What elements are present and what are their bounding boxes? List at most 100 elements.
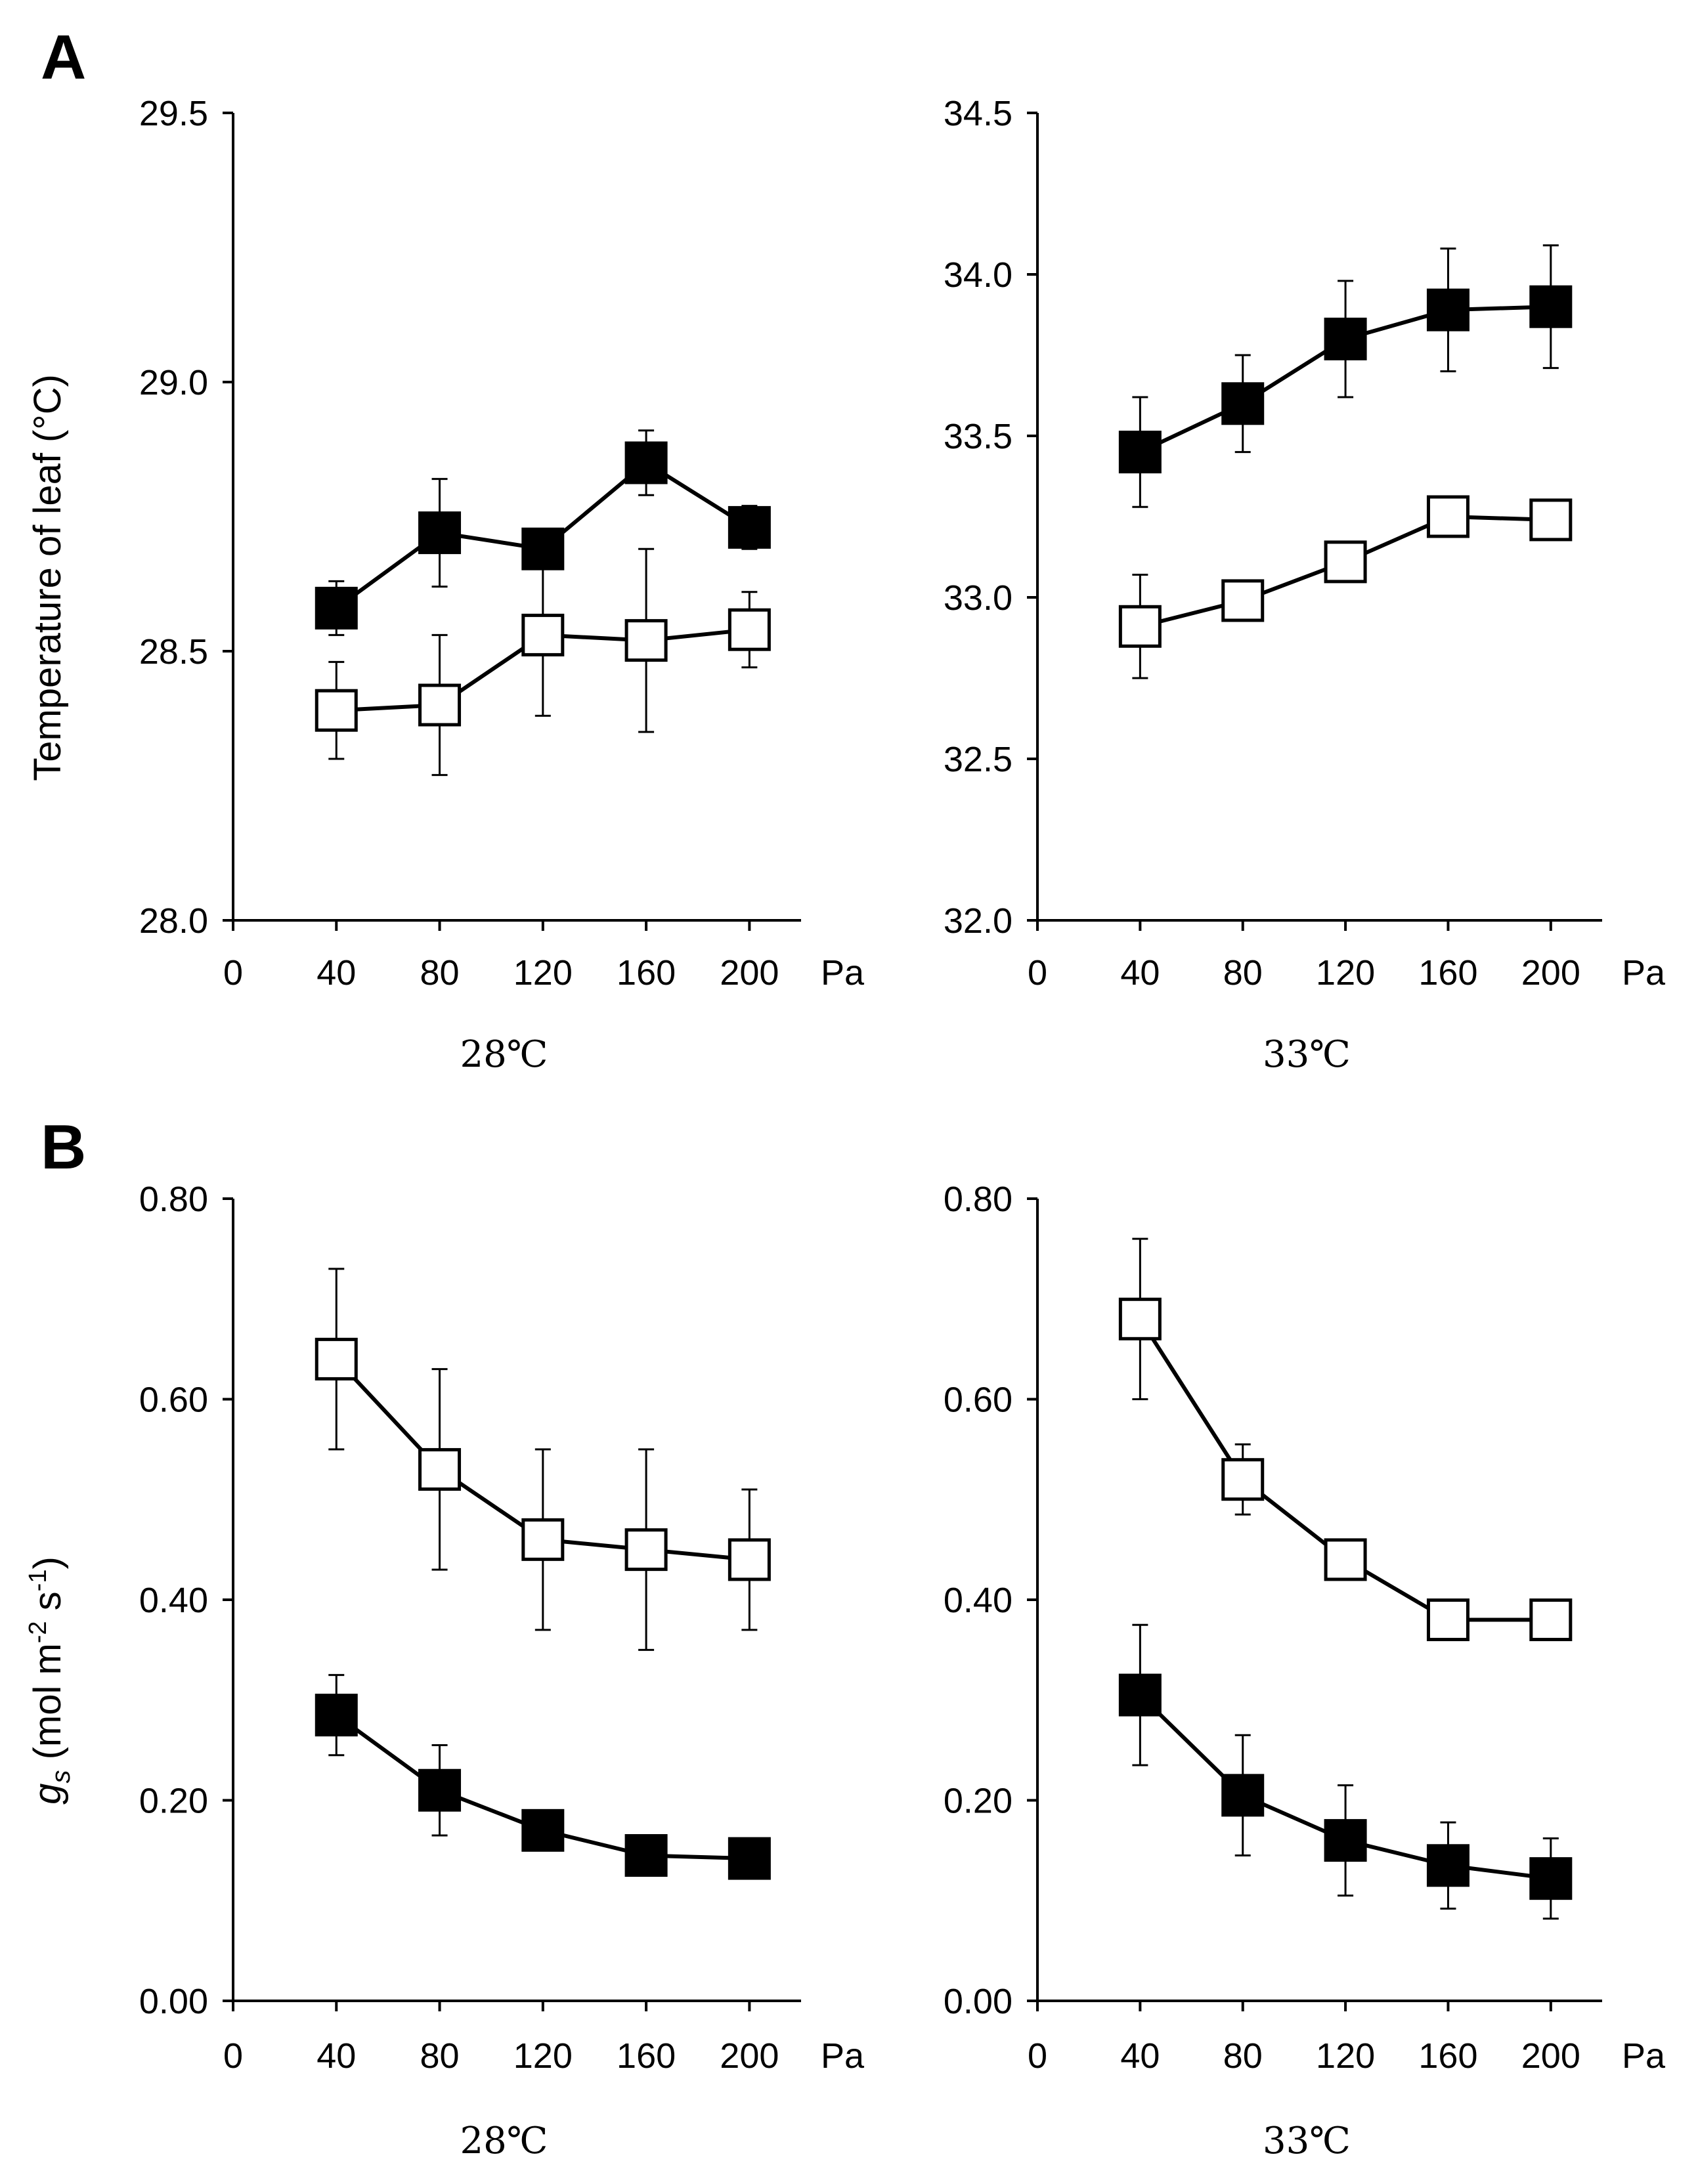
data-point-open — [315, 1337, 358, 1381]
x-tick-label: 120 — [513, 953, 573, 993]
chart-subtitle: 28℃ — [460, 2120, 548, 2162]
y-axis-title-exp2: -1 — [24, 1570, 52, 1592]
data-point-filled — [728, 505, 771, 549]
x-tick-label: 80 — [420, 953, 460, 993]
x-tick-label: 0 — [1028, 2036, 1047, 2076]
data-point-filled — [315, 586, 358, 630]
data-point-open — [418, 683, 462, 727]
data-point-filled — [1221, 382, 1265, 425]
x-tick-label: 160 — [1418, 2036, 1477, 2076]
panel-label-a: A — [41, 22, 86, 93]
data-point-filled — [1221, 1774, 1265, 1817]
y-axis-title-temperature: Temperature of leaf (°C) — [26, 374, 69, 781]
x-tick-label: 40 — [1120, 953, 1160, 993]
x-tick-label: 200 — [720, 953, 779, 993]
y-axis-title-close: ) — [26, 1556, 69, 1569]
x-tick-label: 160 — [617, 953, 676, 993]
data-point-open — [1118, 1297, 1162, 1340]
y-tick-label: 28.5 — [139, 632, 208, 672]
data-point-filled — [315, 1694, 358, 1737]
y-tick-label: 0.40 — [944, 1581, 1012, 1620]
y-tick-label: 0.00 — [944, 1982, 1012, 2021]
x-tick-label: 40 — [316, 2036, 356, 2076]
y-axis-title-sub: s — [47, 1770, 76, 1784]
data-point-filled — [521, 1809, 565, 1852]
data-point-filled — [728, 1837, 771, 1880]
y-tick-label: 0.60 — [944, 1381, 1012, 1420]
data-point-open — [418, 1447, 462, 1491]
x-tick-label: 200 — [720, 2036, 779, 2076]
y-tick-label: 0.80 — [139, 1180, 208, 1219]
x-tick-label: 40 — [316, 953, 356, 993]
panel-label-b: B — [41, 1112, 86, 1182]
data-point-filled — [1529, 1857, 1573, 1900]
y-tick-label: 0.60 — [139, 1381, 208, 1420]
data-point-filled — [1426, 1844, 1469, 1887]
y-tick-label: 0.40 — [139, 1581, 208, 1620]
y-tick-label: 32.5 — [944, 740, 1012, 779]
y-axis-title-mid: s — [26, 1591, 69, 1621]
chart-subtitle: 33℃ — [1263, 2120, 1351, 2162]
x-tick-label: 80 — [420, 2036, 460, 2076]
x-unit-label: Pa — [821, 953, 865, 993]
x-tick-label: 120 — [513, 2036, 573, 2076]
x-unit-label: Pa — [1622, 953, 1666, 993]
data-point-open — [521, 613, 565, 656]
x-unit-label: Pa — [1622, 2036, 1666, 2076]
y-tick-label: 29.5 — [139, 94, 208, 133]
x-tick-label: 0 — [223, 953, 243, 993]
data-point-open — [1426, 495, 1469, 538]
y-tick-label: 34.5 — [944, 94, 1012, 133]
y-tick-label: 0.20 — [944, 1782, 1012, 1821]
chart-b-33c: 0.00 0.20 0.40 0.60 0.80 0 40 80 120 160 200 Pa 33℃ — [944, 1180, 1666, 2162]
data-point-open — [315, 689, 358, 732]
x-tick-label: 80 — [1223, 953, 1263, 993]
x-tick-label: 200 — [1521, 2036, 1580, 2076]
data-point-open — [1118, 605, 1162, 648]
data-point-open — [1221, 1458, 1265, 1501]
data-point-filled — [1426, 288, 1469, 332]
data-point-open — [728, 1538, 771, 1581]
data-point-filled — [1118, 431, 1162, 474]
data-point-open — [1221, 579, 1265, 622]
data-point-open — [1529, 1598, 1573, 1642]
x-tick-label: 120 — [1316, 2036, 1375, 2076]
data-point-open — [624, 1528, 668, 1572]
data-point-filled — [624, 441, 668, 484]
x-tick-label: 40 — [1120, 2036, 1160, 2076]
y-axis-title-conductance: gs (mol m-2 s-1) — [24, 1556, 76, 1805]
data-point-filled — [1324, 317, 1367, 360]
x-unit-label: Pa — [821, 2036, 865, 2076]
y-tick-label: 34.0 — [944, 255, 1012, 295]
y-tick-label: 28.0 — [139, 901, 208, 941]
y-tick-label: 33.5 — [944, 417, 1012, 456]
x-tick-label: 0 — [223, 2036, 243, 2076]
x-tick-label: 160 — [1418, 953, 1477, 993]
y-tick-label: 33.0 — [944, 578, 1012, 618]
x-tick-label: 0 — [1028, 953, 1047, 993]
data-point-open — [1324, 1538, 1367, 1581]
y-tick-label: 32.0 — [944, 901, 1012, 941]
data-point-open — [1426, 1598, 1469, 1642]
data-point-open — [1324, 540, 1367, 584]
chart-subtitle: 33℃ — [1263, 1033, 1351, 1076]
data-point-filled — [1118, 1673, 1162, 1717]
y-axis-title-g: g — [26, 1784, 69, 1805]
x-tick-label: 200 — [1521, 953, 1580, 993]
x-tick-label: 120 — [1316, 953, 1375, 993]
data-point-filled — [1529, 285, 1573, 328]
y-axis-title-unit: (mol m — [26, 1643, 69, 1770]
data-point-filled — [624, 1834, 668, 1877]
y-tick-label: 0.80 — [944, 1180, 1012, 1219]
chart-subtitle: 28℃ — [460, 1033, 548, 1076]
x-tick-label: 80 — [1223, 2036, 1263, 2076]
y-tick-label: 0.00 — [139, 1982, 208, 2021]
data-point-open — [521, 1518, 565, 1561]
data-point-open — [1529, 498, 1573, 542]
data-point-filled — [418, 511, 462, 555]
y-tick-label: 29.0 — [139, 363, 208, 402]
chart-b-28c: 0.00 0.20 0.40 0.60 0.80 0 40 80 120 160 200 Pa 28℃ — [139, 1180, 865, 2162]
data-point-filled — [418, 1768, 462, 1812]
x-tick-label: 160 — [617, 2036, 676, 2076]
y-axis-title-exp1: -2 — [24, 1621, 52, 1643]
